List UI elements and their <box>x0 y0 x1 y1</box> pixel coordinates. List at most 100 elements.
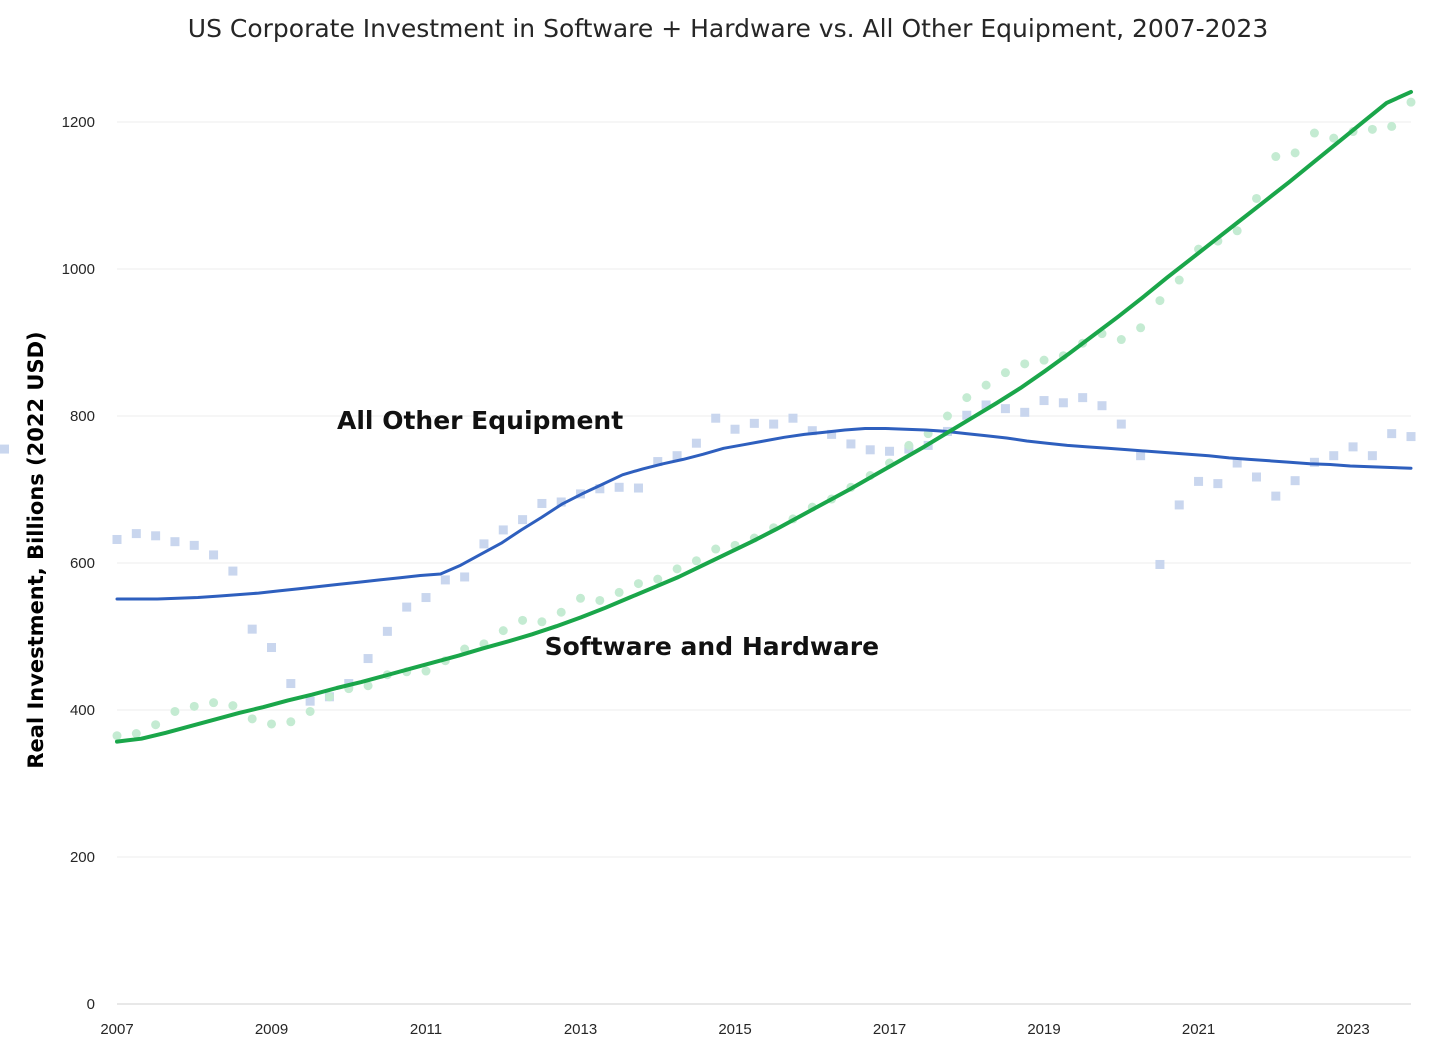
point-all-other-equipment <box>1232 458 1242 468</box>
point-all-other-equipment <box>209 550 219 560</box>
point-software-hardware <box>691 556 701 566</box>
point-software-hardware <box>267 719 277 729</box>
point-software-hardware <box>324 692 334 702</box>
point-all-other-equipment <box>1213 479 1223 489</box>
point-software-hardware <box>363 681 373 691</box>
y-tick-label: 1000 <box>62 261 95 278</box>
point-all-other-equipment <box>170 537 180 547</box>
point-software-hardware <box>1136 323 1146 333</box>
point-all-other-equipment <box>151 531 161 541</box>
y-tick-label: 600 <box>70 555 95 572</box>
point-all-other-equipment <box>1058 398 1068 408</box>
point-software-hardware <box>112 731 122 741</box>
point-software-hardware <box>1290 148 1300 158</box>
point-all-other-equipment <box>286 679 296 689</box>
label-software-hardware: Software and Hardware <box>545 632 880 661</box>
point-all-other-equipment <box>479 539 489 549</box>
point-all-other-equipment <box>1329 451 1339 461</box>
point-all-other-equipment <box>1367 451 1377 461</box>
point-all-other-equipment <box>537 498 547 508</box>
point-software-hardware <box>1155 296 1165 306</box>
y-tick-label: 200 <box>70 849 95 866</box>
point-all-other-equipment <box>749 418 759 428</box>
point-software-hardware <box>1367 124 1377 134</box>
point-software-hardware <box>1116 335 1126 345</box>
point-all-other-equipment <box>460 572 470 582</box>
point-all-other-equipment <box>1406 432 1416 442</box>
point-software-hardware <box>653 574 663 584</box>
point-software-hardware <box>498 626 508 636</box>
point-all-other-equipment <box>305 696 315 706</box>
point-software-hardware <box>1309 128 1319 138</box>
x-tick-label: 2013 <box>564 1021 597 1038</box>
point-all-other-equipment <box>614 482 624 492</box>
point-all-other-equipment <box>440 575 450 585</box>
point-software-hardware <box>1387 121 1397 131</box>
point-all-other-equipment <box>691 438 701 448</box>
y-tick-label: 0 <box>87 996 95 1013</box>
point-software-hardware <box>131 729 141 739</box>
point-software-hardware <box>1251 193 1261 203</box>
chart-title: US Corporate Investment in Software + Ha… <box>187 14 1269 43</box>
point-software-hardware <box>1039 355 1049 365</box>
point-all-other-equipment <box>981 400 991 410</box>
point-all-other-equipment <box>189 540 199 550</box>
point-all-other-equipment <box>247 624 257 634</box>
point-all-other-equipment <box>962 410 972 420</box>
point-software-hardware <box>421 666 431 676</box>
point-software-hardware <box>1271 152 1281 162</box>
point-all-other-equipment <box>711 413 721 423</box>
point-software-hardware <box>286 717 296 727</box>
point-software-hardware <box>942 411 952 421</box>
point-software-hardware <box>1000 368 1010 378</box>
point-all-other-equipment <box>1271 491 1281 501</box>
point-all-other-equipment <box>807 426 817 436</box>
point-all-other-equipment <box>1194 476 1204 486</box>
x-tick-label: 2017 <box>873 1021 906 1038</box>
y-tick-label: 1200 <box>62 114 95 131</box>
point-software-hardware <box>1406 97 1416 107</box>
point-all-other-equipment <box>827 429 837 439</box>
point-all-other-equipment <box>846 439 856 449</box>
point-all-other-equipment <box>1039 396 1049 406</box>
point-all-other-equipment <box>1174 500 1184 510</box>
x-tick-label: 2023 <box>1336 1021 1369 1038</box>
point-software-hardware <box>595 595 605 605</box>
point-all-other-equipment <box>885 446 895 456</box>
series-labels: All Other Equipment Software and Hardware <box>337 406 879 661</box>
point-software-hardware <box>518 615 528 625</box>
point-all-other-equipment <box>1116 419 1126 429</box>
point-all-other-equipment <box>131 529 141 539</box>
gridlines <box>117 121 1411 858</box>
point-all-other-equipment <box>672 451 682 461</box>
point-all-other-equipment <box>595 484 605 494</box>
point-software-hardware <box>614 587 624 597</box>
x-tick-label: 2021 <box>1182 1021 1215 1038</box>
point-software-hardware <box>209 698 219 708</box>
point-all-other-equipment <box>1097 401 1107 411</box>
point-software-hardware <box>962 393 972 403</box>
point-all-other-equipment <box>112 534 122 544</box>
point-all-other-equipment <box>788 413 798 423</box>
point-all-other-equipment <box>228 566 238 576</box>
point-software-hardware <box>228 701 238 711</box>
point-software-hardware <box>711 544 721 554</box>
x-tick-label: 2007 <box>100 1021 133 1038</box>
point-all-other-equipment <box>0 444 9 454</box>
point-software-hardware <box>537 617 547 627</box>
point-all-other-equipment <box>267 643 277 653</box>
point-software-hardware <box>189 701 199 711</box>
point-all-other-equipment <box>730 424 740 434</box>
point-all-other-equipment <box>402 602 412 612</box>
point-software-hardware <box>170 706 180 716</box>
point-all-other-equipment <box>1309 457 1319 467</box>
trend-line-software-hardware <box>115 89 1413 744</box>
trend-lines <box>115 89 1413 744</box>
trend-line-all-other-equipment <box>115 427 1413 601</box>
point-all-other-equipment <box>865 445 875 455</box>
point-software-hardware <box>1232 226 1242 236</box>
point-software-hardware <box>981 380 991 390</box>
point-software-hardware <box>1329 133 1339 143</box>
point-all-other-equipment <box>421 593 431 603</box>
